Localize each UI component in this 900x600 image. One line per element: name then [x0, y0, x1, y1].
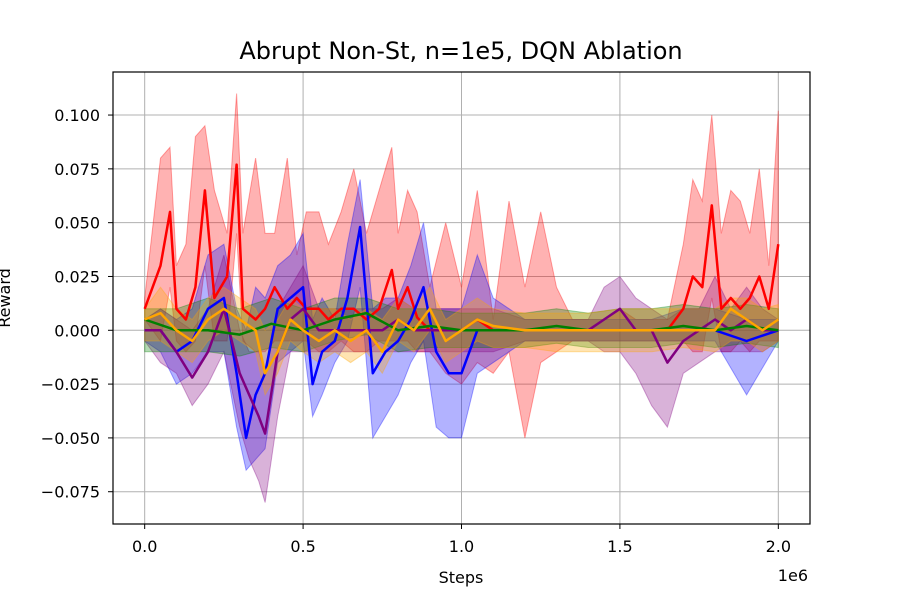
x-axis-title: Steps — [439, 568, 484, 587]
y-axis-title: Reward — [0, 268, 14, 328]
y-tick-label: 0.025 — [54, 267, 100, 286]
y-tick-label: 0.000 — [54, 321, 100, 340]
y-tick-label: 0.100 — [54, 106, 100, 125]
x-tick-label: 2.0 — [766, 537, 791, 556]
series-band-2 — [144, 179, 779, 472]
line-layer — [143, 163, 780, 440]
x-axis-offset-label: 1e6 — [778, 566, 808, 585]
series-line-5 — [144, 307, 780, 375]
x-tick-label: 1.0 — [449, 537, 474, 556]
y-tick-label: −0.025 — [41, 375, 100, 394]
x-tick-label: 0.5 — [290, 537, 315, 556]
x-tick-label: 1.5 — [607, 537, 632, 556]
tick-layer: 0.0 0.5 1.0 1.5 2.0 −0.075 −0.050 −0.025 0.000 0.… — [41, 106, 791, 556]
y-tick-label: −0.050 — [41, 429, 100, 448]
chart-title: Abrupt Non-St, n=1e5, DQN Ablation — [239, 37, 682, 65]
y-tick-label: 0.050 — [54, 214, 100, 233]
series-line-1 — [143, 163, 780, 332]
y-tick-label: 0.075 — [54, 160, 100, 179]
y-tick-label: −0.075 — [41, 483, 100, 502]
series-band-1 — [144, 93, 779, 439]
x-tick-label: 0.0 — [132, 537, 157, 556]
